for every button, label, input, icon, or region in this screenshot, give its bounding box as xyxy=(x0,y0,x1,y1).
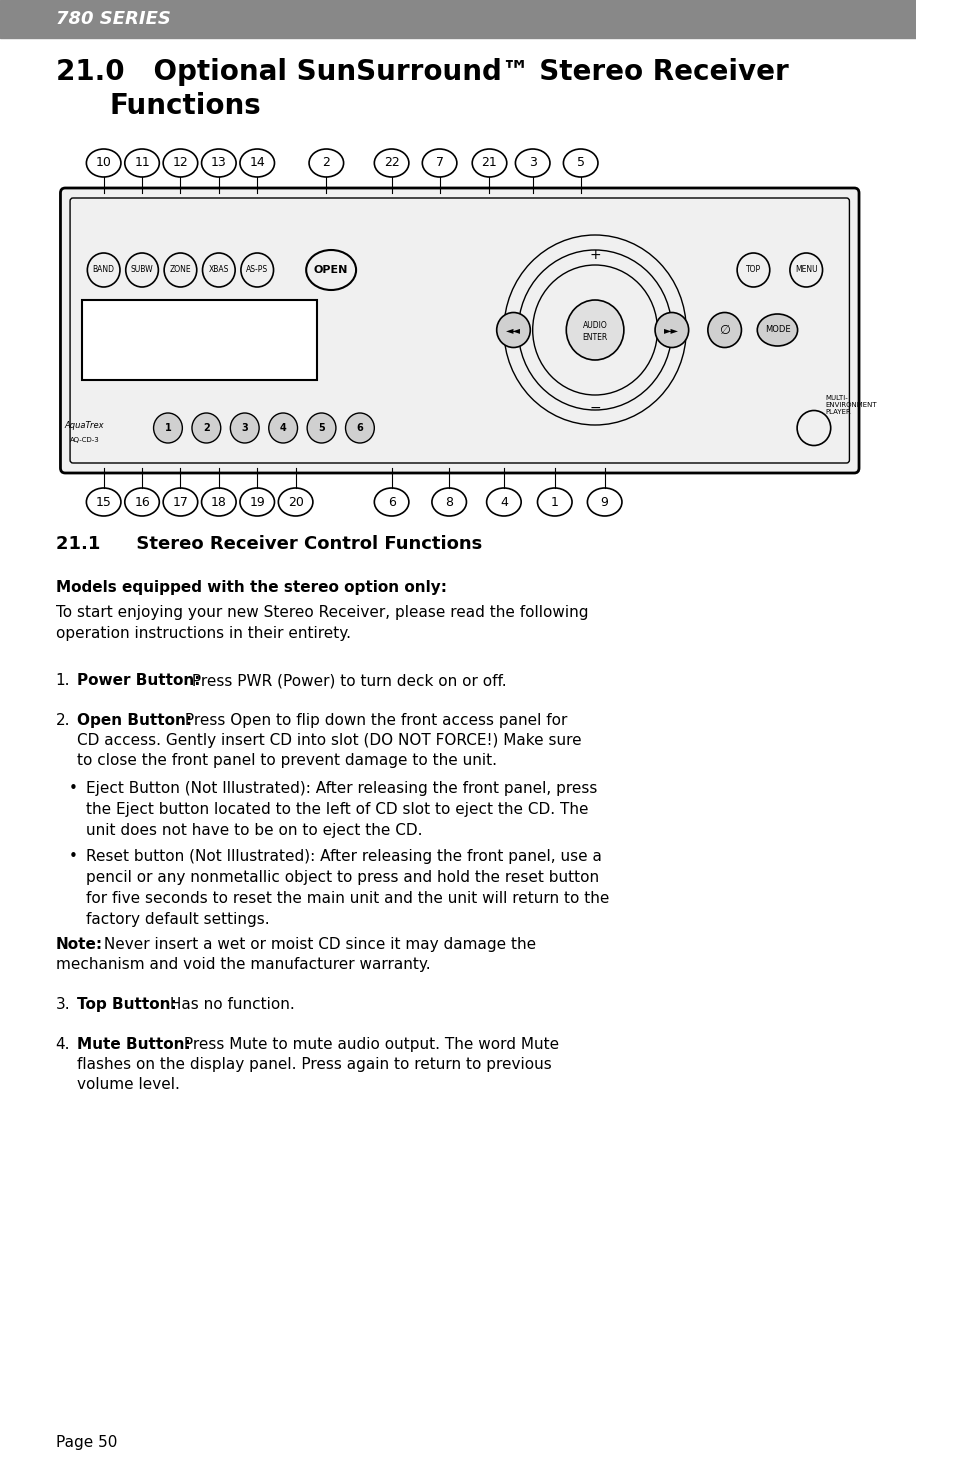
Text: •: • xyxy=(69,850,78,864)
Text: MULTI-
ENVIRONMENT
PLAYER: MULTI- ENVIRONMENT PLAYER xyxy=(824,395,876,414)
Text: 1.: 1. xyxy=(55,673,71,687)
Text: 780 SERIES: 780 SERIES xyxy=(55,10,171,28)
Text: flashes on the display panel. Press again to return to previous: flashes on the display panel. Press agai… xyxy=(76,1058,551,1072)
Text: to close the front panel to prevent damage to the unit.: to close the front panel to prevent dama… xyxy=(76,754,497,768)
Text: 6: 6 xyxy=(387,496,395,509)
Text: 22: 22 xyxy=(383,156,399,170)
Text: AS-PS: AS-PS xyxy=(246,266,268,274)
Text: Open Button:: Open Button: xyxy=(76,712,192,729)
Text: 21: 21 xyxy=(481,156,497,170)
Ellipse shape xyxy=(566,299,623,360)
Text: AquaTrex: AquaTrex xyxy=(65,420,104,429)
Text: Has no function.: Has no function. xyxy=(165,997,294,1012)
Text: 8: 8 xyxy=(445,496,453,509)
Text: Reset button (Not Illustrated): After releasing the front panel, use a
pencil or: Reset button (Not Illustrated): After re… xyxy=(87,850,609,926)
Text: 7: 7 xyxy=(436,156,443,170)
Text: 1: 1 xyxy=(165,423,172,434)
Text: Press PWR (Power) to turn deck on or off.: Press PWR (Power) to turn deck on or off… xyxy=(187,673,506,687)
Ellipse shape xyxy=(230,413,259,442)
Text: 20: 20 xyxy=(288,496,303,509)
Text: Mute Button:: Mute Button: xyxy=(76,1037,191,1052)
Text: 5: 5 xyxy=(317,423,325,434)
Text: 10: 10 xyxy=(95,156,112,170)
Bar xyxy=(82,299,316,381)
Text: 9: 9 xyxy=(600,496,608,509)
Text: 5: 5 xyxy=(576,156,584,170)
Text: MODE: MODE xyxy=(763,326,789,335)
Text: 21.0   Optional SunSurround™ Stereo Receiver: 21.0 Optional SunSurround™ Stereo Receiv… xyxy=(55,58,787,86)
Text: 12: 12 xyxy=(172,156,188,170)
Text: 3: 3 xyxy=(528,156,537,170)
Text: 13: 13 xyxy=(211,156,227,170)
Text: •: • xyxy=(69,780,78,797)
Text: 3: 3 xyxy=(241,423,248,434)
Text: ◄◄: ◄◄ xyxy=(505,324,520,335)
Text: AUDIO: AUDIO xyxy=(582,320,607,329)
Text: AQ-CD-3: AQ-CD-3 xyxy=(70,437,99,442)
Ellipse shape xyxy=(757,314,797,347)
Text: 21.1  Stereo Receiver Control Functions: 21.1 Stereo Receiver Control Functions xyxy=(55,535,481,553)
Ellipse shape xyxy=(192,413,220,442)
Text: Eject Button (Not Illustrated): After releasing the front panel, press
the Eject: Eject Button (Not Illustrated): After re… xyxy=(87,780,598,838)
Text: SUBW: SUBW xyxy=(131,266,153,274)
FancyBboxPatch shape xyxy=(60,187,858,473)
Text: Models equipped with the stereo option only:: Models equipped with the stereo option o… xyxy=(55,580,446,594)
Text: Press Mute to mute audio output. The word Mute: Press Mute to mute audio output. The wor… xyxy=(178,1037,558,1052)
Text: −: − xyxy=(589,401,600,414)
Text: Power Button:: Power Button: xyxy=(76,673,200,687)
Ellipse shape xyxy=(153,413,182,442)
Ellipse shape xyxy=(497,313,530,348)
Text: 6: 6 xyxy=(356,423,363,434)
Text: ENTER: ENTER xyxy=(582,333,607,342)
Text: BAND: BAND xyxy=(92,266,114,274)
Text: Press Open to flip down the front access panel for: Press Open to flip down the front access… xyxy=(180,712,567,729)
Text: 16: 16 xyxy=(134,496,150,509)
Text: 19: 19 xyxy=(249,496,265,509)
Text: Functions: Functions xyxy=(110,91,261,119)
Text: 17: 17 xyxy=(172,496,188,509)
Text: Top Button:: Top Button: xyxy=(76,997,176,1012)
Text: ZONE: ZONE xyxy=(170,266,191,274)
Ellipse shape xyxy=(345,413,374,442)
Text: 2.: 2. xyxy=(55,712,71,729)
Text: 2: 2 xyxy=(322,156,330,170)
Text: 15: 15 xyxy=(95,496,112,509)
Text: To start enjoying your new Stereo Receiver, please read the following
operation : To start enjoying your new Stereo Receiv… xyxy=(55,605,588,642)
Text: 4: 4 xyxy=(499,496,507,509)
Text: volume level.: volume level. xyxy=(76,1077,179,1092)
Text: TOP: TOP xyxy=(745,266,760,274)
Bar xyxy=(0,0,915,38)
Text: 3.: 3. xyxy=(55,997,71,1012)
Text: CD access. Gently insert CD into slot (DO NOT FORCE!) Make sure: CD access. Gently insert CD into slot (D… xyxy=(76,733,580,748)
Text: 14: 14 xyxy=(249,156,265,170)
Text: 4: 4 xyxy=(279,423,286,434)
Text: ∅: ∅ xyxy=(719,323,729,336)
Text: Note:: Note: xyxy=(55,937,103,951)
Ellipse shape xyxy=(707,313,740,348)
Ellipse shape xyxy=(307,413,335,442)
Text: 1: 1 xyxy=(550,496,558,509)
Text: 2: 2 xyxy=(203,423,210,434)
Text: MENU: MENU xyxy=(794,266,817,274)
Text: +: + xyxy=(589,248,600,263)
Text: 11: 11 xyxy=(134,156,150,170)
Text: OPEN: OPEN xyxy=(314,266,348,274)
Ellipse shape xyxy=(655,313,688,348)
Ellipse shape xyxy=(269,413,297,442)
Text: ►►: ►► xyxy=(663,324,679,335)
Text: mechanism and void the manufacturer warranty.: mechanism and void the manufacturer warr… xyxy=(55,957,430,972)
Text: Page 50: Page 50 xyxy=(55,1435,117,1450)
Text: XBAS: XBAS xyxy=(209,266,229,274)
Text: Never insert a wet or moist CD since it may damage the: Never insert a wet or moist CD since it … xyxy=(99,937,536,951)
Text: 4.: 4. xyxy=(55,1037,71,1052)
Text: 18: 18 xyxy=(211,496,227,509)
